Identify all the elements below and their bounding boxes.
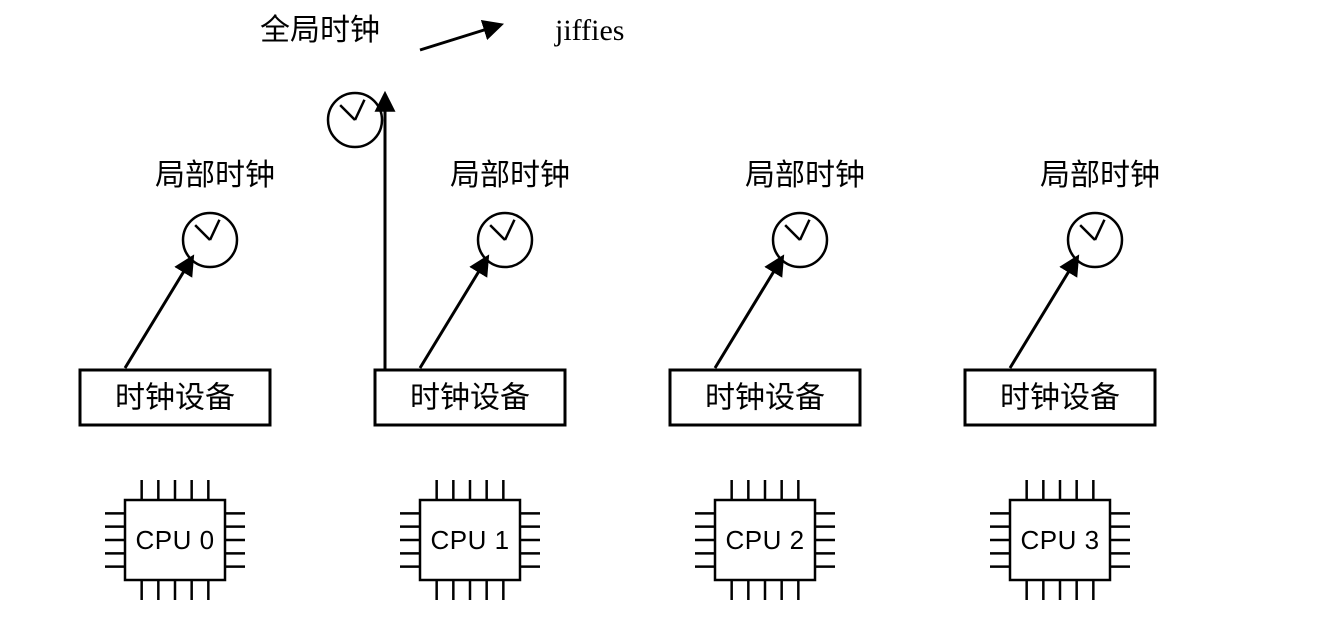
cpu-chip-icon: CPU 2 [695, 480, 835, 600]
local-clock-label: 局部时钟 [1040, 159, 1160, 192]
local-clock-label: 局部时钟 [450, 159, 570, 192]
local-clock-label: 局部时钟 [155, 159, 275, 192]
cpu-chip-icon: CPU 3 [990, 480, 1130, 600]
clock-architecture-diagram: 全局时钟 jiffies 局部时钟时钟设备 CPU 0 局部时钟时钟设备 CPU 1 局部时… [0, 0, 1320, 640]
arrow-device-to-local [1010, 258, 1077, 368]
arrow-device-to-local [125, 258, 192, 368]
cpu-chip-icon: CPU 1 [400, 480, 540, 600]
cpu-label: CPU 1 [430, 525, 509, 555]
clock-device-label: 时钟设备 [410, 382, 530, 415]
cpu-label: CPU 3 [1020, 525, 1099, 555]
arrow-device-to-local [420, 258, 487, 368]
clock-device-label: 时钟设备 [115, 382, 235, 415]
cpu-chip-icon: CPU 0 [105, 480, 245, 600]
arrow-global-to-jiffies [420, 25, 500, 50]
global-clock-label: 全局时钟 [260, 14, 380, 47]
local-clock-label: 局部时钟 [745, 159, 865, 192]
cpu-label: CPU 0 [135, 525, 214, 555]
clock-device-label: 时钟设备 [1000, 382, 1120, 415]
jiffies-label: jiffies [554, 14, 624, 47]
cpu-label: CPU 2 [725, 525, 804, 555]
clock-device-label: 时钟设备 [705, 382, 825, 415]
global-clock-icon [328, 93, 382, 147]
arrow-device-to-local [715, 258, 782, 368]
